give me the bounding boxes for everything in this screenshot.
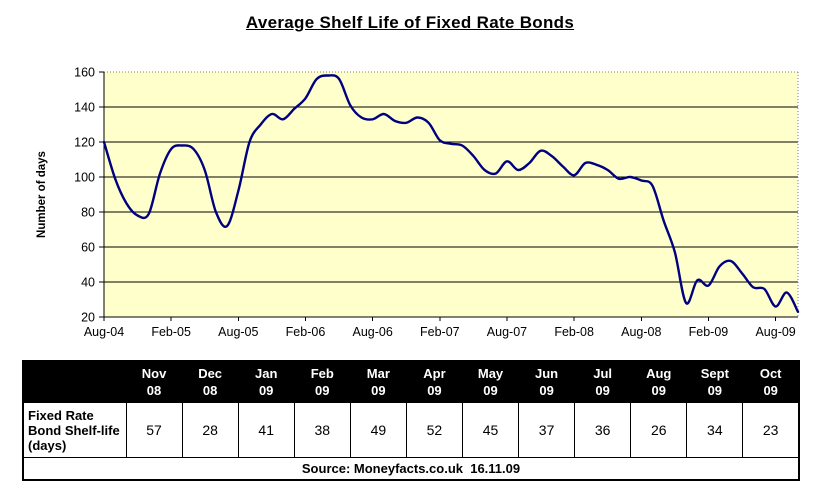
col-header-oct09: Oct 09: [742, 360, 800, 403]
value-cell-apr09: 52: [405, 402, 463, 458]
y-axis-title: Number of days: [36, 151, 48, 238]
y-tick-label: 40: [81, 276, 95, 290]
value-cell-jan09: 41: [237, 402, 295, 458]
month-label: Jan: [254, 366, 278, 381]
year-label: 09: [371, 383, 386, 398]
year-label: 09: [315, 383, 330, 398]
y-tick-label: 60: [81, 241, 95, 255]
year-label: 09: [427, 383, 442, 398]
month-label: Mar: [366, 366, 390, 381]
x-tick-label: Aug-09: [755, 325, 795, 339]
year-label: 09: [651, 383, 666, 398]
y-tick-label: 140: [74, 101, 95, 115]
col-header-may09: May 09: [461, 360, 520, 403]
source-cell: Source: Moneyfacts.co.uk 16.11.09: [22, 457, 800, 481]
data-line: [102, 74, 800, 313]
x-tick-label: Feb-08: [554, 325, 594, 339]
value-cell-sept09: 34: [686, 402, 744, 458]
col-header-jul09: Jul 09: [574, 360, 632, 403]
month-label: Oct: [759, 366, 782, 381]
table-data-row: Fixed Rate Bond Shelf-life (days) 57 28 …: [22, 402, 800, 458]
value-cell-oct09: 23: [742, 402, 800, 458]
col-header-jan09: Jan 09: [237, 360, 295, 403]
year-label: 08: [202, 383, 218, 398]
col-header-aug09: Aug 09: [630, 360, 688, 403]
col-header-dec08: Dec 08: [181, 360, 239, 403]
table-corner-cell: [22, 360, 127, 403]
month-label: Jul: [593, 366, 613, 381]
x-tick-label: Feb-05: [151, 325, 191, 339]
x-tick-label: Aug-08: [621, 325, 661, 339]
month-label: Dec: [198, 366, 223, 381]
x-tick-label: Aug-05: [218, 325, 258, 339]
month-label: Sept: [700, 366, 729, 381]
col-header-nov08: Nov 08: [125, 360, 183, 403]
y-tick-label: 100: [74, 171, 95, 185]
month-label: May: [477, 366, 504, 381]
x-tick-label: Feb-09: [689, 325, 729, 339]
y-tick-label: 120: [74, 136, 95, 150]
value-cell-may09: 45: [461, 402, 520, 458]
year-label: 09: [539, 383, 554, 398]
month-label: Feb: [310, 366, 334, 381]
col-header-sept09: Sept 09: [686, 360, 744, 403]
x-tick-label: Feb-07: [420, 325, 460, 339]
y-tick-label: 160: [74, 66, 95, 80]
month-label: Jun: [535, 366, 559, 381]
data-table: Nov 08 Dec 08 Jan 09 Feb 09 Mar 09 Apr 09 May 0…: [22, 360, 800, 481]
x-tick-label: Feb-06: [286, 325, 326, 339]
year-label: 08: [146, 383, 162, 398]
value-cell-jun09: 37: [518, 402, 576, 458]
col-header-jun09: Jun 09: [518, 360, 576, 403]
col-header-feb09: Feb 09: [293, 360, 351, 403]
value-cell-dec08: 28: [181, 402, 239, 458]
month-label: Apr: [423, 366, 446, 381]
month-label: Nov: [141, 366, 167, 381]
table-source-row: Source: Moneyfacts.co.uk 16.11.09: [22, 457, 800, 481]
y-tick-label: 20: [81, 311, 95, 325]
year-label: 09: [483, 383, 498, 398]
x-tick-label: Aug-04: [84, 325, 124, 339]
value-cell-mar09: 49: [349, 402, 407, 458]
row-label: Fixed Rate Bond Shelf-life (days): [22, 402, 127, 458]
plot-area: [104, 72, 798, 317]
value-cell-aug09: 26: [630, 402, 688, 458]
x-tick-label: Aug-07: [487, 325, 527, 339]
year-label: 09: [763, 383, 778, 398]
year-label: 09: [707, 383, 723, 398]
table-header-row: Nov 08 Dec 08 Jan 09 Feb 09 Mar 09 Apr 09 May 0…: [22, 360, 800, 403]
line-chart: 20 40 60 80 100 120 140 160 Aug-04 Feb-05 Aug-05 Fe…: [36, 66, 800, 339]
value-cell-jul09: 36: [574, 402, 632, 458]
month-label: Aug: [646, 366, 672, 381]
y-tick-label: 80: [81, 206, 95, 220]
year-label: 09: [258, 383, 274, 398]
x-tick-label: Aug-06: [352, 325, 392, 339]
year-label: 09: [595, 383, 610, 398]
value-cell-feb09: 38: [293, 402, 351, 458]
col-header-mar09: Mar 09: [349, 360, 407, 403]
col-header-apr09: Apr 09: [405, 360, 463, 403]
chart-title: Average Shelf Life of Fixed Rate Bonds: [245, 13, 575, 32]
value-cell-nov08: 57: [125, 402, 183, 458]
